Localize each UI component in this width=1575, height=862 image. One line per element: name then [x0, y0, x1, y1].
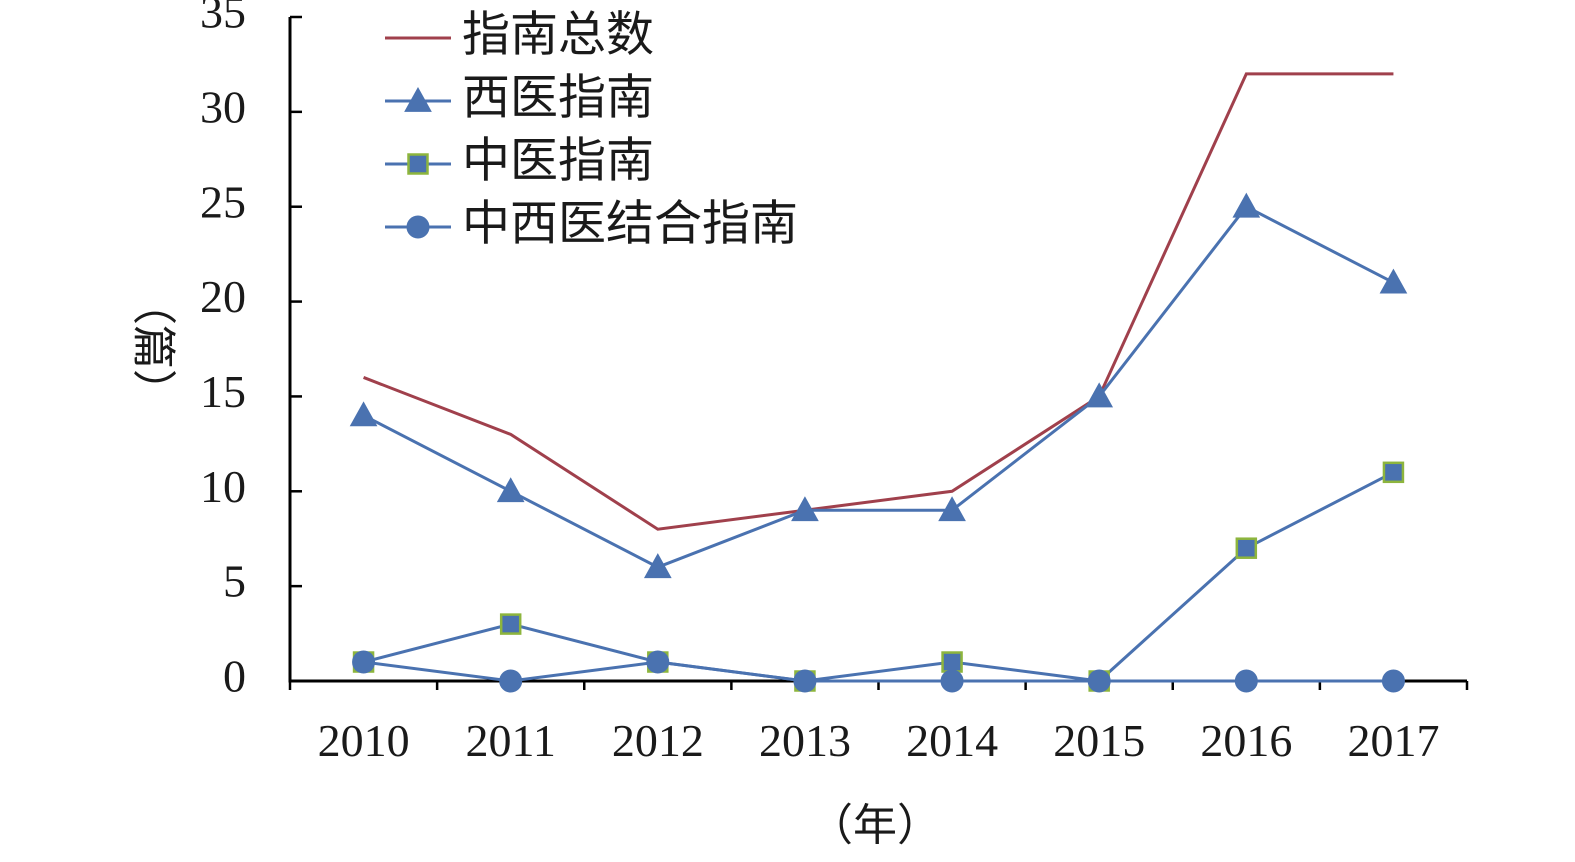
legend-swatch-marker: [407, 153, 429, 175]
y-tick-label: 15: [200, 366, 246, 417]
data-point: [938, 496, 966, 522]
y-tick-label: 10: [200, 461, 246, 512]
y-tick-label: 5: [223, 556, 246, 607]
y-tick-label: 30: [200, 81, 246, 132]
data-point: [1087, 669, 1111, 693]
x-tick-label: 2013: [759, 715, 851, 766]
series-layer: [349, 72, 1408, 693]
legend-entry: 中西医结合指南: [385, 196, 798, 252]
series-line: [363, 660, 1394, 683]
legend-label: 中医指南: [462, 133, 654, 189]
y-tick-label: 20: [200, 271, 246, 322]
axes: 0 5 10 15 20 25 30 35 2010 2011 2012 2013 2014 2015 20…: [200, 0, 1469, 766]
data-point: [499, 669, 523, 693]
data-point: [1379, 268, 1408, 294]
x-tick-label: 2017: [1347, 715, 1439, 766]
data-point: [1382, 461, 1405, 484]
series-4: [352, 650, 1405, 693]
data-point: [352, 650, 376, 674]
data-point: [349, 401, 378, 427]
data-point: [499, 613, 522, 635]
y-axis-title: （篇）: [128, 281, 179, 413]
legend-entry: 中医指南: [385, 133, 654, 189]
series-1: [363, 72, 1394, 531]
data-point: [791, 496, 819, 522]
legend-entry: 西医指南: [385, 70, 654, 126]
x-tick-label: 2010: [318, 715, 410, 766]
data-point: [1381, 669, 1405, 693]
data-point: [646, 650, 670, 674]
x-axis-title: （年）: [809, 800, 941, 851]
series-2: [349, 192, 1408, 579]
legend-label: 中西医结合指南: [462, 196, 798, 252]
legend-entry: 指南总数: [385, 7, 654, 63]
x-tick-label: 2011: [466, 715, 556, 766]
data-point: [1234, 669, 1258, 693]
x-tick-label: 2012: [612, 715, 704, 766]
y-tick-label: 35: [200, 0, 246, 38]
data-point: [496, 477, 525, 503]
x-tick-label: 2014: [906, 715, 998, 766]
data-point: [1085, 382, 1114, 408]
y-tick-label: 0: [223, 651, 246, 702]
legend-swatch-marker: [406, 215, 430, 239]
data-point: [941, 651, 963, 673]
data-point: [1232, 192, 1261, 218]
series-line: [362, 204, 1395, 569]
data-point: [940, 669, 964, 693]
x-tick-label: 2015: [1053, 715, 1145, 766]
data-point: [643, 553, 672, 579]
legend-label: 西医指南: [462, 70, 654, 126]
series-line: [363, 72, 1394, 531]
x-tick-label: 2016: [1200, 715, 1292, 766]
legend-label: 指南总数: [462, 7, 654, 63]
data-point: [1235, 537, 1258, 559]
data-point: [793, 669, 817, 693]
y-tick-label: 25: [200, 176, 246, 227]
series-line: [363, 470, 1395, 683]
legend-swatch-marker: [404, 86, 432, 112]
